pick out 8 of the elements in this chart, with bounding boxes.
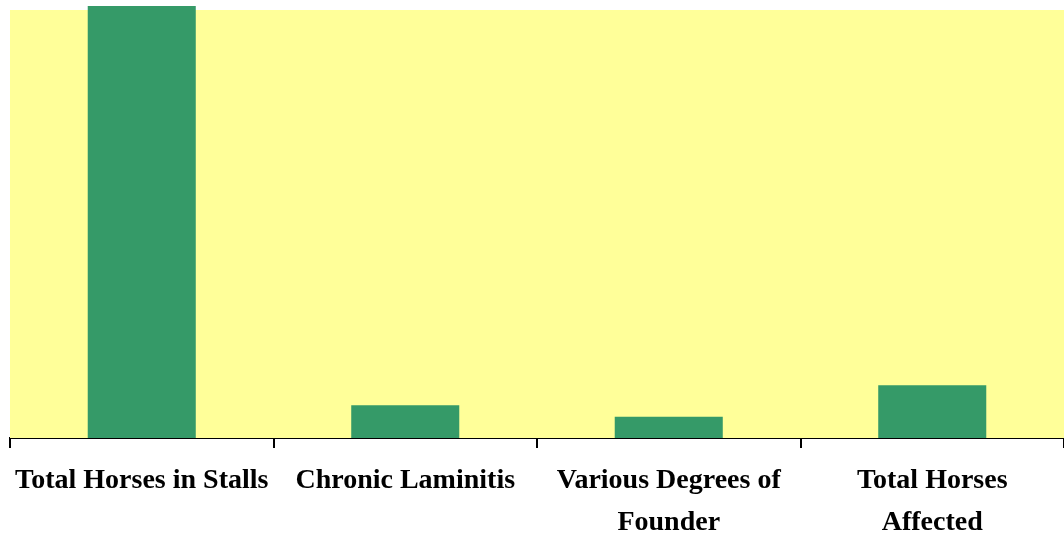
bar xyxy=(614,416,723,438)
x-tick-label: Total Horses Affected xyxy=(856,463,1008,537)
bar xyxy=(87,6,196,438)
x-tick-label: Total Horses in Stalls xyxy=(15,463,269,495)
bar xyxy=(351,405,460,438)
bar xyxy=(878,385,987,438)
x-tick-label: Chronic Laminitis xyxy=(295,463,516,495)
x-tick-label: Various Degrees of Founder xyxy=(556,463,782,537)
